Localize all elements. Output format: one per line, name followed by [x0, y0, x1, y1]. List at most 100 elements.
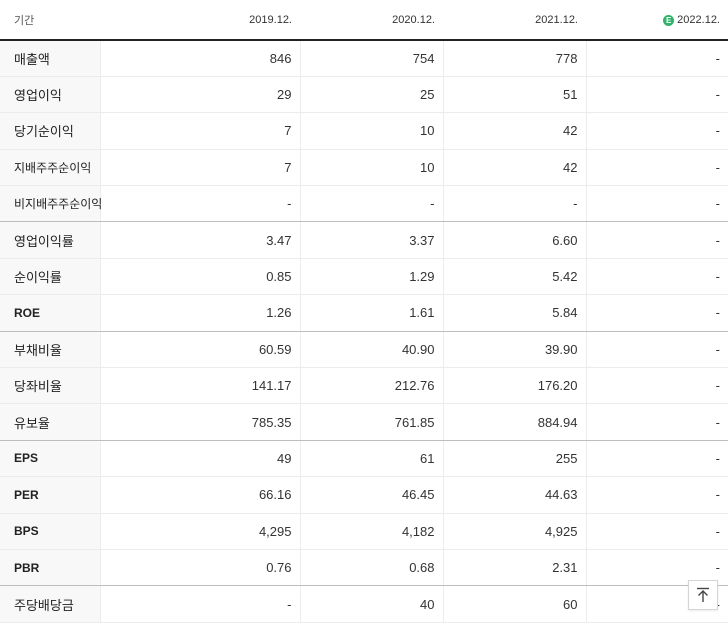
row-label: ROE: [0, 294, 100, 332]
table-row: PER 66.16 46.45 44.63 -: [0, 476, 728, 514]
row-label: PBR: [0, 549, 100, 587]
row-label: BPS: [0, 513, 100, 550]
table-row: 지배주주순이익 7 10 42 -: [0, 149, 728, 187]
table-cell: 785.35: [99, 403, 300, 441]
row-label: 주당배당금: [0, 585, 100, 623]
table-cell: 44.63: [442, 476, 586, 514]
table-cell: 0.85: [99, 258, 300, 296]
table-cell: -: [299, 185, 443, 223]
table-row: EPS 49 61 255 -: [0, 440, 728, 478]
table-row: ROE 1.26 1.61 5.84 -: [0, 294, 728, 332]
table-cell: -: [442, 185, 586, 223]
table-cell: 4,295: [99, 513, 300, 550]
table-cell: -: [585, 40, 728, 77]
table-cell: -: [585, 513, 728, 550]
table-cell: 10: [299, 149, 443, 187]
table-cell: 10: [299, 112, 443, 150]
table-cell: -: [585, 149, 728, 187]
table-cell: 4,925: [442, 513, 586, 550]
table-cell: 1.29: [299, 258, 443, 296]
table-cell: 212.76: [299, 367, 443, 405]
table-cell: 3.37: [299, 221, 443, 259]
table-cell: -: [585, 258, 728, 296]
row-label: 영업이익: [0, 76, 100, 114]
table-row: 주당배당금 - 40 60 -: [0, 585, 728, 623]
table-cell: 7: [99, 112, 300, 150]
column-header-2022: E 2022.12.: [586, 0, 728, 41]
table-cell: 141.17: [99, 367, 300, 405]
table-cell: 25: [299, 76, 443, 114]
table-cell: -: [585, 331, 728, 369]
table-cell: 42: [442, 149, 586, 187]
table-cell: -: [585, 294, 728, 332]
table-cell: 29: [99, 76, 300, 114]
table-row: 당좌비율 141.17 212.76 176.20 -: [0, 367, 728, 405]
table-cell: 42: [442, 112, 586, 150]
scroll-to-top-button[interactable]: [688, 580, 718, 610]
table-cell: 6.60: [442, 221, 586, 259]
table-cell: 7: [99, 149, 300, 187]
table-row: PBR 0.76 0.68 2.31 -: [0, 549, 728, 587]
table-cell: 66.16: [99, 476, 300, 514]
row-label: 비지배주주순이익: [0, 185, 102, 223]
table-header-row: 기간 2019.12. 2020.12. 2021.12. E 2022.12.: [0, 0, 728, 41]
table-cell: -: [585, 185, 728, 223]
table-cell: 1.61: [299, 294, 443, 332]
table-cell: 2.31: [442, 549, 586, 587]
column-header-2021: 2021.12.: [443, 0, 586, 41]
table-cell: 61: [299, 440, 443, 478]
column-header-2022-label: 2022.12.: [677, 13, 720, 26]
table-cell: -: [585, 476, 728, 514]
table-cell: 761.85: [299, 403, 443, 441]
arrow-up-to-top-icon: [697, 587, 709, 602]
table-cell: -: [585, 221, 728, 259]
table-cell: 754: [299, 40, 443, 77]
column-header-2019: 2019.12.: [100, 0, 300, 41]
row-label: 당기순이익: [0, 112, 100, 150]
row-label: 매출액: [0, 40, 100, 77]
period-header: 기간: [0, 0, 100, 41]
table-cell: -: [99, 585, 300, 623]
table-row: 영업이익 29 25 51 -: [0, 76, 728, 114]
row-label: PER: [0, 476, 100, 514]
row-label: 유보율: [0, 403, 100, 441]
table-cell: 46.45: [299, 476, 443, 514]
row-label: EPS: [0, 440, 100, 478]
table-row: BPS 4,295 4,182 4,925 -: [0, 513, 728, 550]
table-cell: 255: [442, 440, 586, 478]
table-cell: 39.90: [442, 331, 586, 369]
table-cell: -: [585, 367, 728, 405]
table-cell: 4,182: [299, 513, 443, 550]
table-cell: 884.94: [442, 403, 586, 441]
table-cell: 0.68: [299, 549, 443, 587]
table-cell: 40.90: [299, 331, 443, 369]
table-cell: 51: [442, 76, 586, 114]
row-label: 영업이익률: [0, 221, 100, 259]
table-cell: -: [585, 403, 728, 441]
table-cell: 0.76: [99, 549, 300, 587]
row-label: 당좌비율: [0, 367, 100, 405]
table-cell: 40: [299, 585, 443, 623]
table-cell: -: [585, 440, 728, 478]
table-cell: -: [585, 76, 728, 114]
table-row: 비지배주주순이익 - - - -: [0, 185, 728, 223]
table-row: 유보율 785.35 761.85 884.94 -: [0, 403, 728, 441]
table-cell: 846: [99, 40, 300, 77]
column-header-2020: 2020.12.: [300, 0, 443, 41]
table-cell: 49: [99, 440, 300, 478]
estimate-icon: E: [663, 14, 675, 26]
table-cell: 60.59: [99, 331, 300, 369]
table-cell: 3.47: [99, 221, 300, 259]
table-cell: 1.26: [99, 294, 300, 332]
table-cell: -: [585, 112, 728, 150]
table-row: 순이익률 0.85 1.29 5.42 -: [0, 258, 728, 296]
table-cell: 778: [442, 40, 586, 77]
row-label: 부채비율: [0, 331, 100, 369]
row-label: 지배주주순이익: [0, 149, 100, 187]
table-row: 부채비율 60.59 40.90 39.90 -: [0, 331, 728, 369]
table-row: 영업이익률 3.47 3.37 6.60 -: [0, 221, 728, 259]
table-row: 당기순이익 7 10 42 -: [0, 112, 728, 150]
table-cell: 176.20: [442, 367, 586, 405]
table-cell: -: [99, 185, 300, 223]
